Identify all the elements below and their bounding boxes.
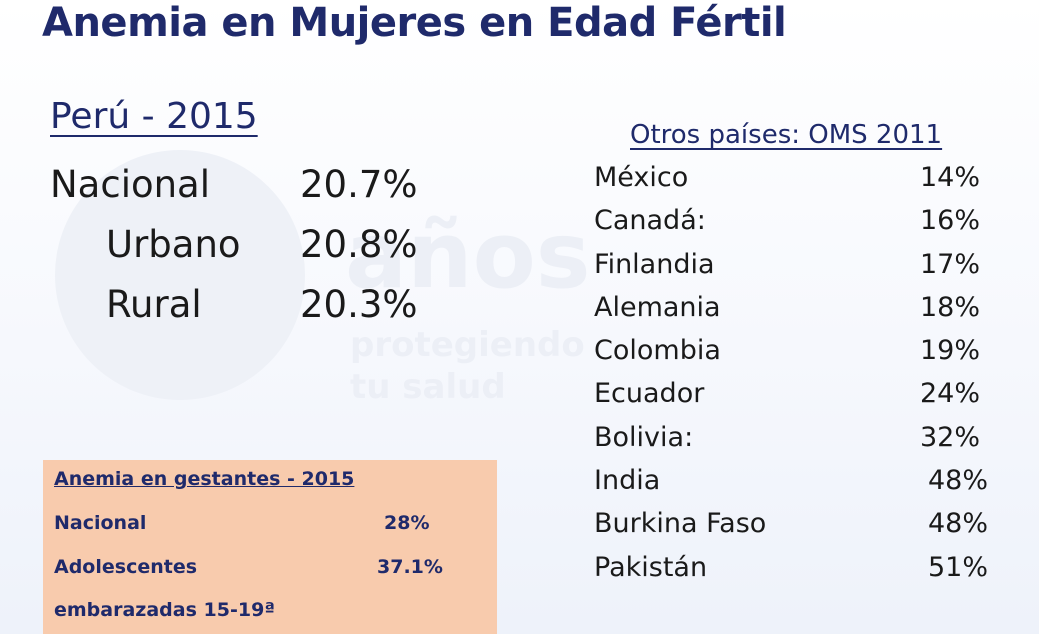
gestantes-row-label: embarazadas 15-19ª (54, 599, 276, 621)
peru-row-label: Urbano (106, 223, 241, 266)
country-name: Ecuador (594, 378, 705, 410)
country-value: 18% (919, 291, 980, 323)
gestantes-row-nacional: Nacional 28% (54, 512, 429, 534)
countries-list: México 14% Canadá: 16% Finlandia 17% Ale… (594, 158, 994, 591)
list-item: Finlandia 17% (594, 245, 994, 288)
list-item: Alemania 18% (594, 288, 994, 331)
country-value: 48% (927, 465, 988, 497)
country-value: 17% (919, 248, 980, 280)
gestantes-row-label: Nacional (54, 512, 147, 534)
gestantes-row-embarazadas: embarazadas 15-19ª (54, 599, 275, 621)
list-item: India 48% (594, 461, 994, 504)
gestantes-title: Anemia en gestantes - 2015 (54, 468, 355, 490)
page-title: Anemia en Mujeres en Edad Fértil (42, 0, 787, 46)
country-name: Bolivia: (594, 421, 694, 453)
gestantes-row-label: Adolescentes (54, 556, 198, 578)
gestantes-box: Anemia en gestantes - 2015 Nacional 28% … (43, 460, 497, 634)
list-item: Colombia 19% (594, 331, 994, 374)
country-value: 48% (927, 508, 988, 540)
list-item: Burkina Faso 48% (594, 504, 994, 547)
country-value: 14% (919, 162, 980, 193)
peru-heading: Perú - 2015 (50, 96, 258, 137)
country-name: India (594, 465, 661, 497)
list-item: México 14% (594, 158, 994, 201)
country-value: 24% (919, 378, 980, 410)
country-name: Alemania (594, 291, 721, 323)
country-value: 51% (927, 551, 988, 583)
country-name: Colombia (594, 335, 721, 367)
country-name: Canadá: (594, 205, 706, 237)
country-value: 19% (919, 335, 980, 367)
list-item: Ecuador 24% (594, 374, 994, 417)
watermark-text-protegiendo: protegiendo (350, 325, 585, 365)
peru-row-value: 20.8% (300, 223, 418, 266)
list-item: Canadá: 16% (594, 201, 994, 244)
gestantes-row-adolescentes: Adolescentes 37.1% (54, 556, 443, 578)
country-name: Finlandia (594, 248, 715, 280)
gestantes-row-value: 28% (384, 512, 430, 534)
country-value: 16% (919, 205, 980, 237)
list-item: Bolivia: 32% (594, 418, 994, 461)
gestantes-row-value: 37.1% (377, 556, 443, 578)
peru-row-label: Rural (106, 283, 202, 326)
country-name: México (594, 162, 689, 193)
others-heading: Otros países: OMS 2011 (630, 120, 943, 150)
country-value: 32% (919, 421, 980, 453)
country-name: Burkina Faso (594, 508, 767, 540)
peru-row-value: 20.3% (300, 283, 418, 326)
list-item: Pakistán 51% (594, 548, 994, 591)
country-name: Pakistán (594, 551, 708, 583)
watermark-text-tu-salud: tu salud (350, 367, 506, 407)
peru-row-label: Nacional (50, 163, 211, 206)
peru-row-value: 20.7% (300, 163, 418, 206)
